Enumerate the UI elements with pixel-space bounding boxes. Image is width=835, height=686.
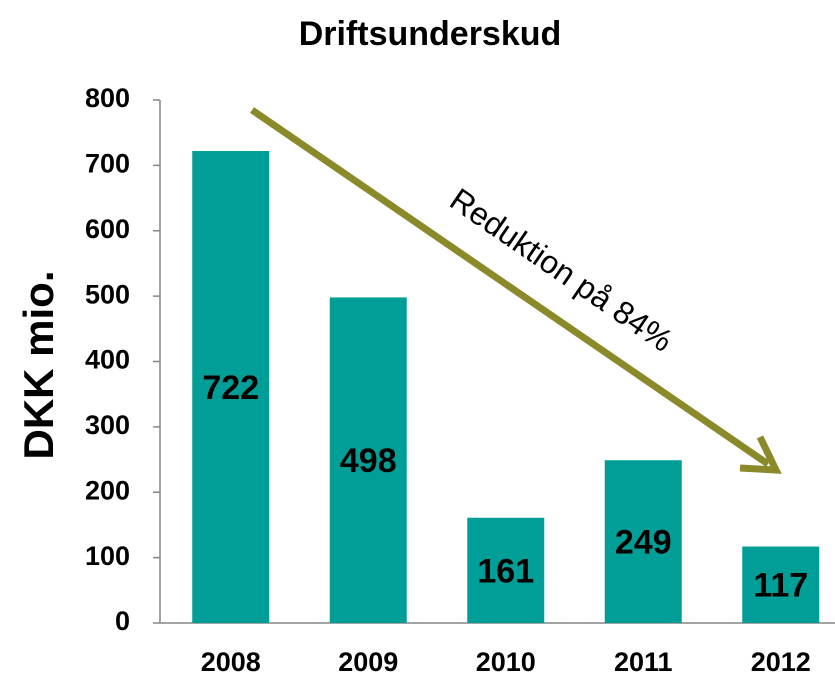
- arrow-head: [739, 435, 782, 474]
- y-axis-label: DKK mio.: [15, 271, 62, 460]
- x-tick-label: 2008: [201, 647, 261, 677]
- data-label: 249: [615, 524, 672, 562]
- chart-title: Driftsunderskud: [299, 15, 562, 53]
- y-tick-label: 500: [85, 279, 130, 309]
- y-tick-label: 700: [85, 149, 130, 179]
- annotation: Reduktion på 84%: [443, 181, 679, 359]
- y-tick-label: 200: [85, 475, 130, 505]
- y-tick-label: 600: [85, 214, 130, 244]
- x-tick-label: 2010: [476, 647, 536, 677]
- data-label: 722: [202, 369, 259, 407]
- bar: [467, 517, 545, 623]
- y-tick-label: 400: [85, 345, 130, 375]
- y-tick-label: 300: [85, 410, 130, 440]
- x-tick-label: 2009: [338, 647, 398, 677]
- bar: [742, 546, 820, 623]
- y-tick-label: 100: [85, 541, 130, 571]
- x-tick-label: 2012: [751, 647, 811, 677]
- bar: [329, 297, 407, 623]
- data-label: 117: [753, 567, 808, 605]
- y-tick-label: 0: [115, 606, 130, 636]
- bar: [604, 460, 682, 623]
- x-tick-label: 2011: [614, 647, 673, 677]
- y-tick-label: 800: [85, 83, 130, 113]
- bar: [192, 150, 270, 623]
- data-label: 498: [340, 442, 397, 480]
- data-label: 161: [477, 552, 534, 590]
- arrow-shaft: [250, 107, 770, 467]
